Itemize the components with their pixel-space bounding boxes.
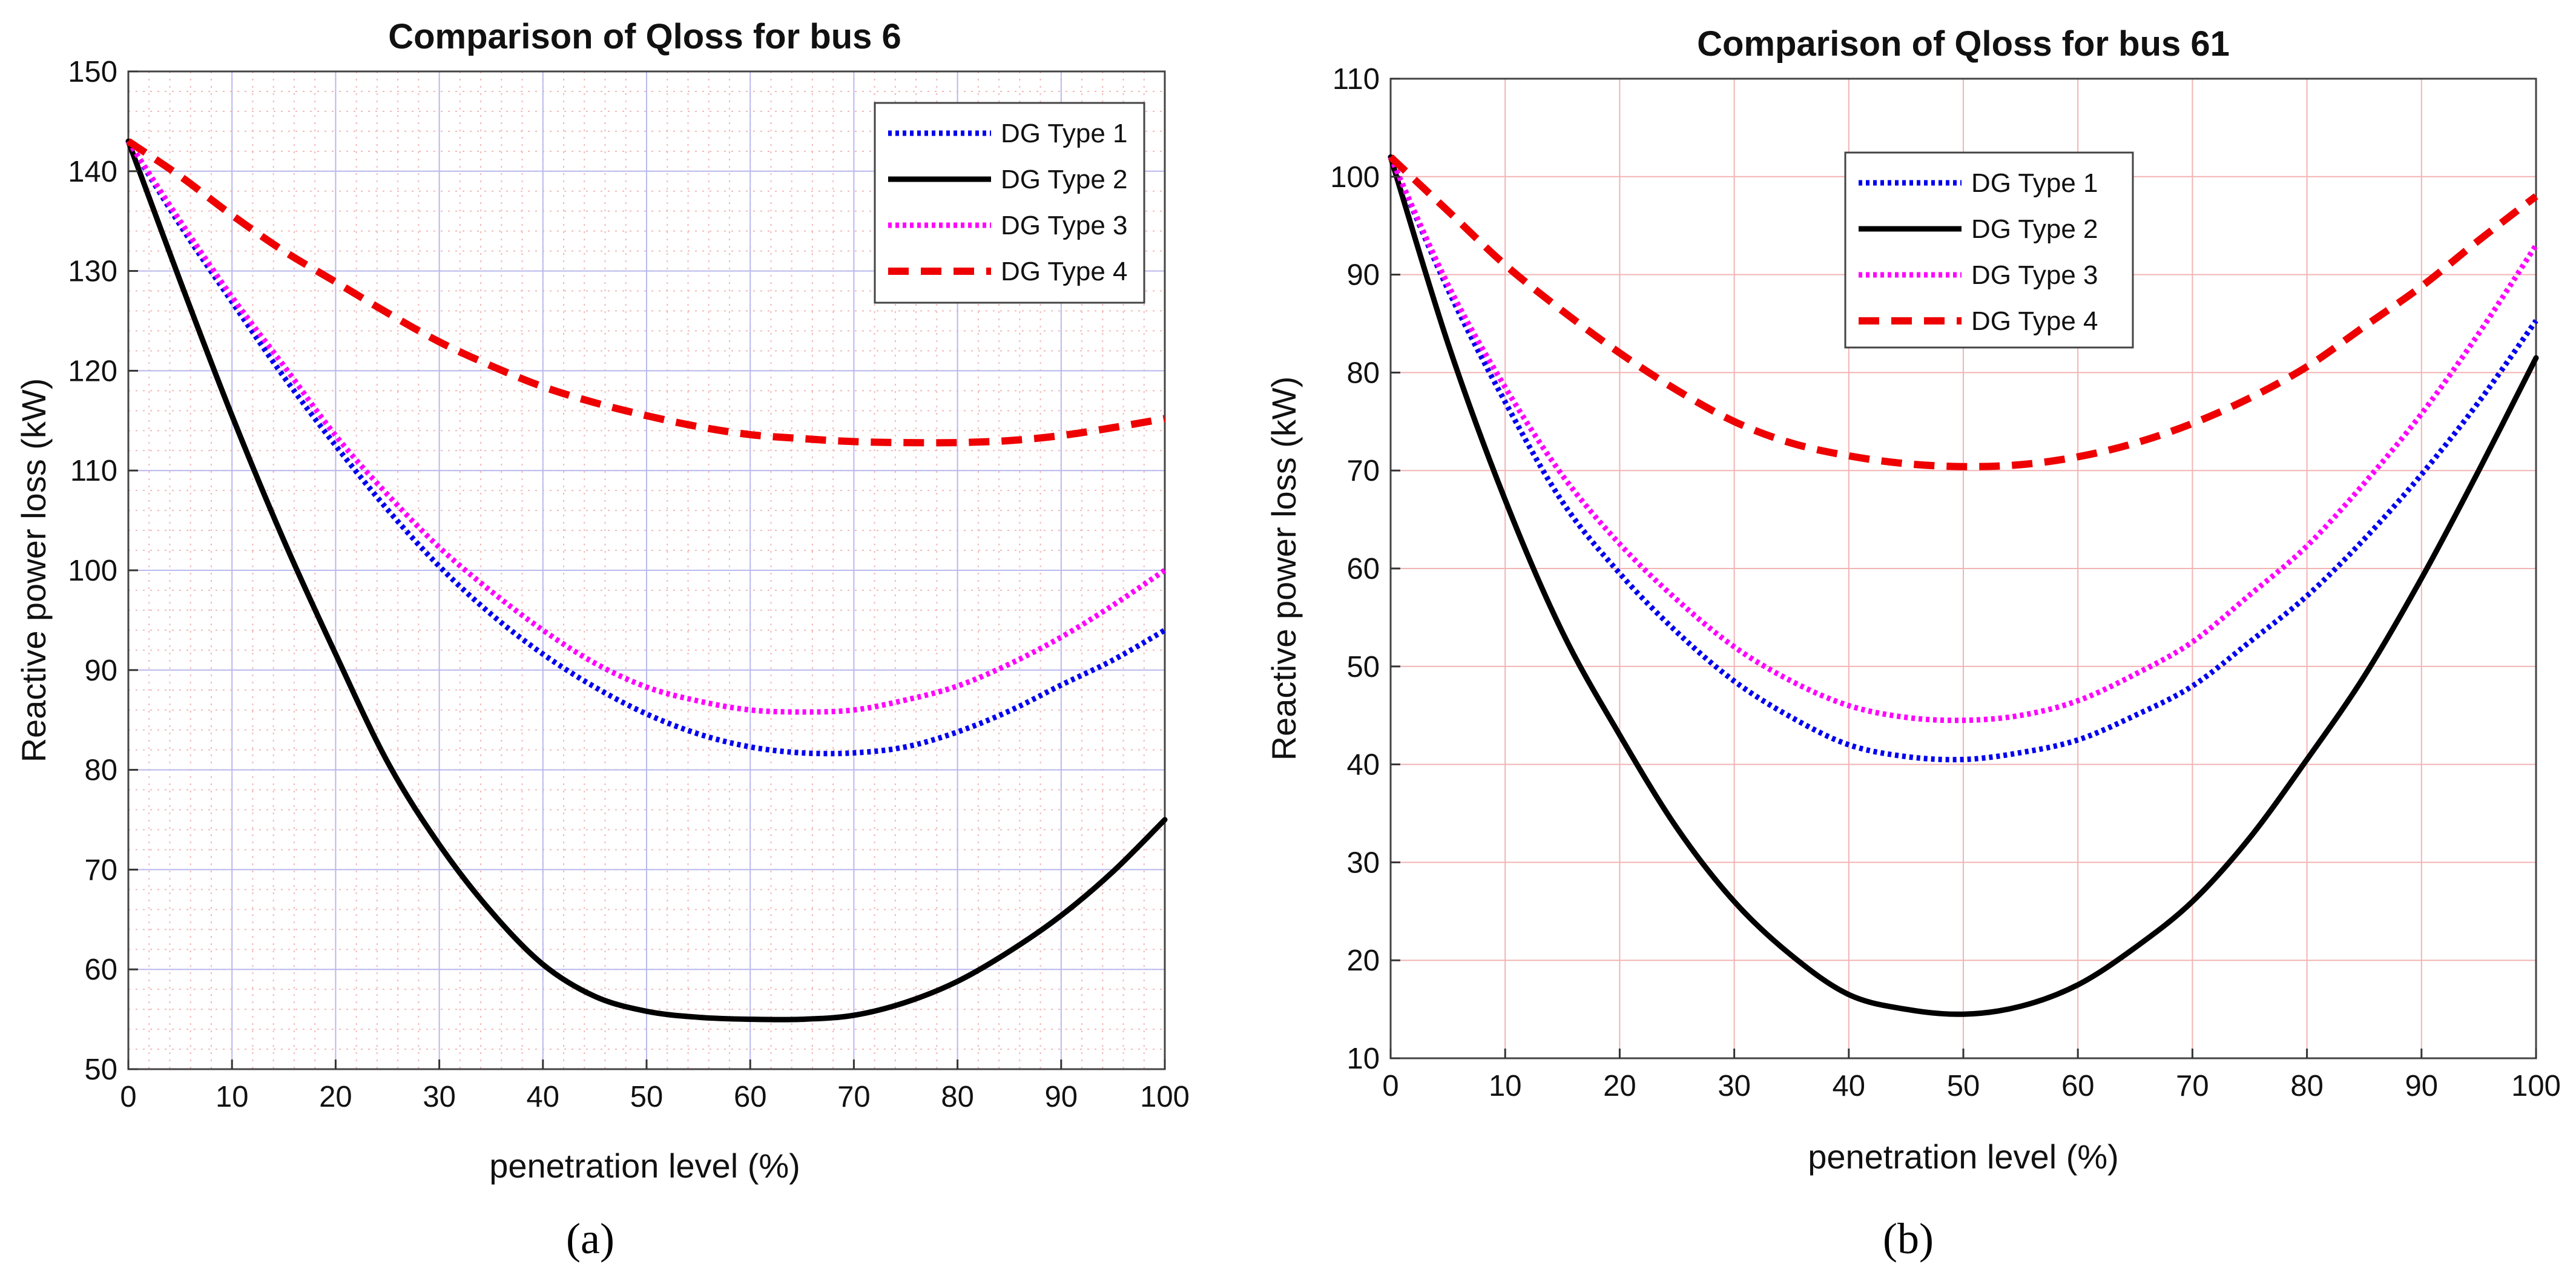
x-tick-label: 40 bbox=[527, 1081, 560, 1113]
chart-a-legend: DG Type 1 DG Type 2 DG Type 3 DG Type 4 bbox=[874, 102, 1145, 304]
chart-a: 0 10 20 30 40 50 60 70 80 90 100 50 60 70 80 90 100 110 1… bbox=[15, 17, 1190, 1263]
x-tick-label: 70 bbox=[837, 1081, 871, 1113]
chart-b-yticks: 10 20 30 40 50 60 70 80 90 100 110 bbox=[1330, 63, 1400, 1075]
series-line-dg-type-2 bbox=[125, 138, 1168, 1023]
legend-label-dg-type-4: DG Type 4 bbox=[1001, 257, 1128, 286]
y-tick-label: 110 bbox=[1332, 63, 1380, 96]
x-tick-label: 100 bbox=[2511, 1070, 2561, 1102]
x-tick-label: 60 bbox=[734, 1081, 767, 1113]
x-tick-label: 50 bbox=[1947, 1070, 1980, 1102]
x-tick-label: 20 bbox=[1603, 1070, 1636, 1102]
legend-label-dg-type-1: DG Type 1 bbox=[1971, 168, 2098, 198]
series-line-dg-type-1 bbox=[1388, 156, 2538, 763]
y-tick-label: 80 bbox=[84, 754, 117, 787]
x-tick-label: 0 bbox=[1382, 1070, 1398, 1102]
x-tick-label: 50 bbox=[630, 1081, 664, 1113]
x-tick-label: 40 bbox=[1833, 1070, 1866, 1102]
chart-b: 0 10 20 30 40 50 60 70 80 90 100 10203040506070809… bbox=[1265, 24, 2561, 1263]
y-tick-label: 60 bbox=[1346, 553, 1380, 585]
y-tick-label: 40 bbox=[1346, 749, 1380, 782]
x-tick-label: 30 bbox=[423, 1081, 456, 1113]
series-line-dg-type-4 bbox=[1388, 154, 2538, 470]
chart-b-ylabel: Reactive power loss (kW) bbox=[1265, 377, 1303, 761]
x-tick-label: 80 bbox=[2290, 1070, 2324, 1102]
chart-a-yticks: 50 60 70 80 90 100 110 120 130 140 150 bbox=[68, 56, 138, 1086]
y-tick-label: 90 bbox=[1346, 259, 1380, 292]
x-tick-label: 60 bbox=[2061, 1070, 2095, 1102]
x-tick-label: 10 bbox=[216, 1081, 249, 1113]
y-tick-label: 100 bbox=[1330, 161, 1380, 194]
chart-a-xticks: 0 10 20 30 40 50 60 70 80 90 100 bbox=[120, 1059, 1190, 1113]
y-tick-label: 10 bbox=[1346, 1043, 1380, 1075]
y-tick-label: 90 bbox=[84, 654, 117, 687]
chart-b-panel-label: (b) bbox=[1883, 1214, 1934, 1263]
chart-a-panel-label: (a) bbox=[566, 1214, 614, 1263]
legend-label-dg-type-2: DG Type 2 bbox=[1971, 214, 2098, 244]
x-tick-label: 80 bbox=[941, 1081, 974, 1113]
x-tick-label: 0 bbox=[120, 1081, 136, 1113]
y-tick-label: 20 bbox=[1346, 944, 1380, 977]
series-line-dg-type-3 bbox=[1388, 156, 2538, 723]
chart-a-title: Comparison of Qloss for bus 6 bbox=[388, 17, 901, 56]
legend-label-dg-type-2: DG Type 2 bbox=[1001, 165, 1128, 194]
y-tick-label: 70 bbox=[1346, 455, 1380, 487]
legend-label-dg-type-1: DG Type 1 bbox=[1001, 119, 1128, 148]
y-tick-label: 70 bbox=[84, 854, 117, 886]
x-tick-label: 70 bbox=[2176, 1070, 2209, 1102]
y-tick-label: 50 bbox=[1346, 651, 1380, 684]
series-line-dg-type-1 bbox=[126, 140, 1167, 757]
chart-b-xticks: 0 10 20 30 40 50 60 70 80 90 100 bbox=[1382, 1049, 2561, 1102]
legend-label-dg-type-3: DG Type 3 bbox=[1001, 211, 1128, 240]
y-tick-label: 150 bbox=[68, 56, 117, 88]
chart-b-title: Comparison of Qloss for bus 61 bbox=[1697, 24, 2230, 64]
y-tick-label: 110 bbox=[70, 455, 117, 487]
y-tick-label: 50 bbox=[84, 1053, 117, 1086]
x-tick-label: 30 bbox=[1718, 1070, 1751, 1102]
chart-b-xlabel: penetration level (%) bbox=[1808, 1138, 2119, 1176]
y-tick-label: 100 bbox=[68, 555, 117, 587]
x-tick-label: 20 bbox=[319, 1081, 352, 1113]
y-tick-label: 30 bbox=[1346, 846, 1380, 879]
legend-label-dg-type-3: DG Type 3 bbox=[1971, 260, 2098, 290]
x-tick-label: 90 bbox=[1045, 1081, 1078, 1113]
chart-b-legend: DG Type 1 DG Type 2 DG Type 3 DG Type 4 bbox=[1844, 151, 2134, 349]
series-line-dg-type-3 bbox=[126, 139, 1167, 715]
chart-a-legend-box bbox=[874, 102, 1145, 304]
x-tick-label: 100 bbox=[1140, 1081, 1190, 1113]
y-tick-label: 130 bbox=[68, 255, 117, 288]
chart-b-legend-box bbox=[1844, 151, 2134, 349]
y-tick-label: 60 bbox=[84, 954, 117, 986]
x-tick-label: 10 bbox=[1489, 1070, 1522, 1102]
chart-b-lines bbox=[1388, 154, 2539, 1017]
chart-a-xlabel: penetration level (%) bbox=[489, 1147, 800, 1185]
series-line-dg-type-2 bbox=[1388, 154, 2539, 1017]
y-tick-label: 120 bbox=[68, 355, 117, 387]
chart-a-lines bbox=[125, 138, 1168, 1023]
legend-label-dg-type-4: DG Type 4 bbox=[1971, 306, 2098, 336]
y-tick-label: 80 bbox=[1346, 357, 1380, 389]
chart-a-ylabel: Reactive power loss (kW) bbox=[15, 378, 53, 763]
x-tick-label: 90 bbox=[2405, 1070, 2439, 1102]
y-tick-label: 140 bbox=[68, 156, 117, 188]
